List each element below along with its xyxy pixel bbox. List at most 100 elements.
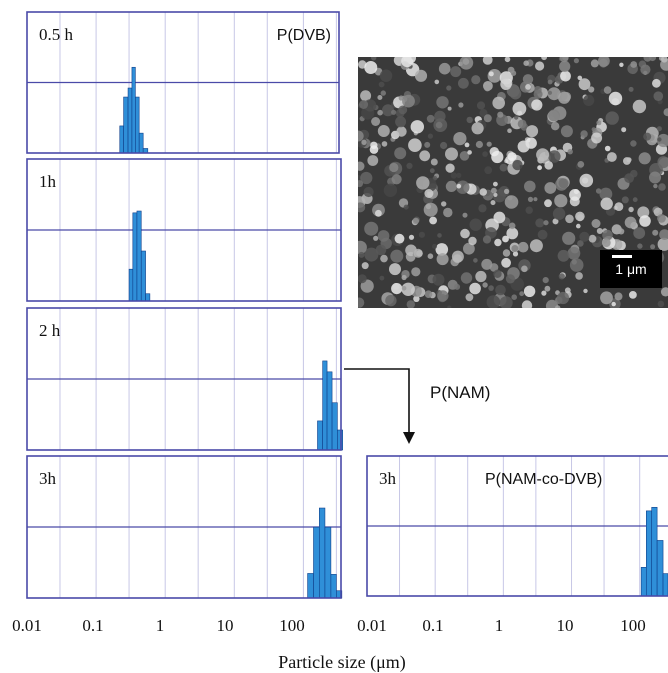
sem-particle	[632, 99, 647, 114]
scale-bar-box: 1 μm	[600, 250, 662, 288]
sem-particle	[658, 183, 666, 191]
sem-particle	[558, 178, 569, 189]
sem-particle	[392, 283, 400, 290]
sem-particle	[640, 64, 651, 75]
sem-particle	[492, 96, 505, 110]
sem-particle	[416, 176, 430, 190]
sem-particle	[401, 282, 415, 296]
sem-particle	[466, 116, 473, 124]
sem-particle	[660, 287, 668, 297]
sem-particle	[406, 162, 413, 169]
sem-particle	[413, 295, 420, 302]
sem-particle	[611, 301, 616, 307]
sem-particle	[544, 182, 557, 194]
sem-particle	[653, 91, 664, 101]
sem-particle	[379, 275, 385, 281]
sem-particle	[590, 59, 599, 68]
x-tick-label: 1	[156, 616, 165, 635]
sem-particle	[487, 69, 502, 83]
sem-particle	[401, 57, 414, 68]
scale-bar	[612, 255, 632, 258]
sem-particle	[419, 150, 431, 162]
sem-particle	[358, 202, 366, 213]
panel-frame	[26, 455, 342, 599]
histogram-bar	[662, 573, 668, 597]
arrow-label: P(NAM)	[430, 383, 490, 402]
sem-particle	[471, 122, 484, 135]
sem-particle	[475, 140, 483, 149]
sem-particle	[458, 77, 469, 89]
sem-particle	[657, 214, 666, 223]
sem-particle	[533, 197, 538, 202]
sem-particle	[517, 119, 527, 129]
x-tick-label: 0.01	[12, 616, 42, 635]
histogram-bar	[331, 402, 338, 451]
sem-particle	[478, 204, 487, 213]
sem-particle	[373, 235, 379, 241]
sem-particle	[579, 231, 590, 242]
sem-particle	[577, 161, 585, 168]
sem-particle	[447, 305, 452, 308]
sem-particle	[559, 60, 571, 72]
sem-particle	[482, 282, 488, 288]
sem-particle	[521, 300, 533, 308]
sem-particle	[502, 235, 509, 243]
sem-particle	[427, 253, 434, 259]
panel-time-label: 3h	[39, 469, 57, 488]
sem-particle	[385, 294, 397, 307]
sem-particle	[446, 85, 452, 91]
sem-particle	[603, 86, 612, 94]
sem-particle	[502, 249, 511, 257]
sem-particle	[638, 152, 651, 165]
histogram-bar	[136, 210, 142, 302]
sem-particle	[432, 243, 437, 249]
sem-particle	[363, 186, 374, 198]
sem-particle	[411, 57, 416, 60]
connector-arrow-line	[344, 368, 410, 434]
panel-title: P(DVB)	[277, 27, 331, 44]
sem-particle	[486, 141, 492, 147]
sem-particle	[558, 91, 571, 104]
sem-particle	[588, 234, 597, 243]
sem-particle	[573, 58, 579, 64]
sem-particle	[544, 161, 553, 170]
sem-particle	[512, 251, 519, 257]
sem-particle	[533, 86, 542, 94]
panel-frame	[26, 11, 340, 154]
sem-particle	[359, 100, 369, 109]
sem-particle	[525, 84, 531, 90]
sem-particle	[424, 189, 434, 198]
sem-particle	[510, 70, 517, 76]
sem-particle	[408, 234, 415, 240]
sem-particle	[542, 277, 549, 284]
sem-particle	[441, 201, 447, 207]
histogram-bar	[132, 212, 138, 302]
sem-particle	[517, 241, 529, 253]
sem-particle	[497, 111, 504, 118]
histogram-bar	[313, 526, 320, 599]
histogram-bar	[128, 268, 134, 302]
sem-particle	[657, 156, 668, 169]
sem-particle	[531, 99, 543, 111]
sem-particle	[459, 57, 474, 70]
sem-particle	[408, 138, 422, 152]
sem-particle	[526, 125, 539, 138]
histogram-bar	[337, 429, 343, 451]
sem-particle	[556, 291, 570, 305]
sem-particle	[445, 180, 457, 192]
sem-particle	[541, 57, 547, 61]
panel-frame	[366, 455, 668, 597]
sem-particle	[481, 258, 493, 270]
sem-particle	[591, 127, 596, 132]
sem-particle	[500, 78, 512, 90]
sem-particle	[490, 200, 496, 206]
sem-particle	[552, 218, 559, 225]
sem-particle	[437, 233, 442, 238]
sem-particle	[398, 105, 408, 115]
sem-particle	[535, 218, 545, 228]
sem-particle	[543, 220, 549, 226]
sem-particle	[595, 188, 602, 194]
sem-particle	[544, 285, 551, 292]
sem-particle	[358, 240, 367, 255]
